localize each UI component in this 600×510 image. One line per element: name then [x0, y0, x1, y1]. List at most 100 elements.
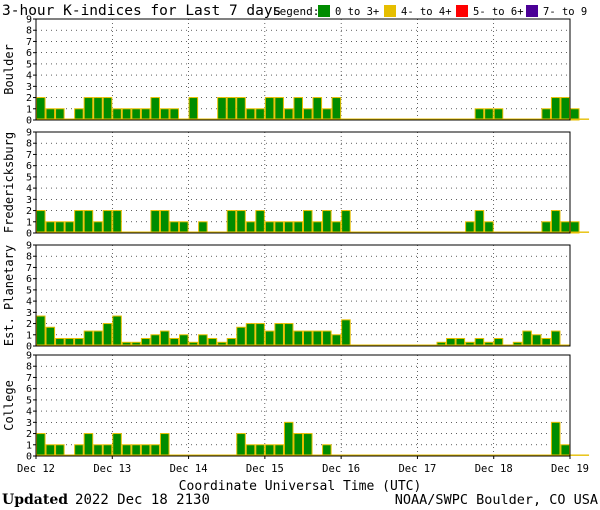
bar	[245, 221, 256, 234]
bar	[245, 444, 256, 457]
legend-label: Legend:	[273, 5, 319, 18]
bar	[264, 330, 275, 347]
bar	[112, 315, 122, 347]
bar	[312, 330, 323, 347]
bar	[45, 221, 56, 234]
bar	[493, 108, 504, 121]
bar	[541, 108, 551, 121]
bar	[331, 221, 342, 234]
bar	[36, 315, 46, 347]
bar	[121, 108, 132, 121]
bar	[484, 108, 494, 121]
bar	[312, 97, 323, 121]
y-tick-label: 5	[26, 395, 32, 406]
y-tick-label: 7	[26, 37, 32, 48]
bar	[150, 444, 160, 457]
bar	[274, 323, 284, 347]
bar	[83, 210, 94, 234]
y-tick-label: 4	[26, 71, 32, 82]
y-tick-label: 0	[26, 229, 32, 240]
bar	[55, 108, 65, 121]
bar	[293, 97, 304, 121]
bar	[322, 210, 332, 234]
chart-title: 3-hour K-indices for Last 7 days	[2, 3, 281, 19]
y-tick-label: 6	[26, 384, 32, 395]
y-tick-label: 7	[26, 373, 32, 384]
legend-swatch-2	[456, 5, 468, 17]
y-tick-label: 4	[26, 297, 32, 308]
x-tick-label: Dec 13	[93, 463, 131, 475]
y-tick-label: 6	[26, 48, 32, 59]
bar	[312, 221, 323, 234]
bar	[217, 97, 227, 121]
bar	[179, 221, 189, 234]
bar	[322, 444, 332, 457]
y-tick-label: 0	[26, 452, 32, 463]
bar	[93, 444, 103, 457]
panels: 0123456789Boulder0123456789Fredericksbur…	[2, 15, 590, 463]
bar	[188, 97, 199, 121]
updated-value: 2022 Dec 18 2130	[75, 492, 210, 508]
bar	[150, 97, 160, 121]
y-tick-label: 9	[26, 15, 32, 26]
y-tick-label: 3	[26, 308, 32, 319]
x-axis-label: Coordinate Universal Time (UTC)	[179, 479, 422, 494]
bar	[140, 444, 151, 457]
y-tick-label: 0	[26, 342, 32, 353]
y-tick-label: 0	[26, 116, 32, 127]
bar	[112, 108, 122, 121]
bar	[102, 97, 113, 121]
y-tick-label: 1	[26, 217, 32, 228]
bar	[93, 330, 103, 347]
bar	[236, 433, 246, 457]
panel-label: Boulder	[2, 44, 16, 95]
bar	[303, 330, 313, 347]
legend-entry-1: 4- to 4+	[401, 6, 452, 18]
bar	[83, 330, 94, 347]
bar	[36, 97, 46, 121]
bar	[570, 221, 580, 234]
bar	[331, 334, 342, 347]
y-tick-label: 8	[26, 139, 32, 150]
bar	[179, 334, 189, 347]
bar	[255, 108, 265, 121]
bar	[274, 444, 284, 457]
y-tick-label: 4	[26, 184, 32, 195]
bar	[255, 444, 265, 457]
bar	[226, 210, 237, 234]
panel-frame	[35, 354, 571, 457]
bar	[255, 210, 265, 234]
bar	[255, 323, 265, 347]
bar	[74, 444, 84, 457]
x-axis: Dec 12 Dec 13 Dec 14 Dec 15 Dec 16 Dec 17 Dec …	[17, 456, 589, 475]
bar	[560, 221, 571, 234]
x-tick-label: Dec 18	[475, 463, 513, 475]
bar	[560, 97, 571, 121]
y-tick-label: 5	[26, 172, 32, 183]
bar	[236, 210, 246, 234]
y-tick-label: 5	[26, 285, 32, 296]
y-tick-label: 2	[26, 93, 32, 104]
bar	[236, 326, 246, 347]
bar	[83, 433, 94, 457]
bar	[93, 97, 103, 121]
y-tick-label: 7	[26, 263, 32, 274]
y-tick-label: 2	[26, 429, 32, 440]
updated-label: Updated	[2, 492, 68, 508]
panel-frame	[35, 18, 571, 121]
y-tick-label: 3	[26, 195, 32, 206]
panel-label: College	[2, 380, 16, 431]
bar	[303, 433, 313, 457]
bar	[550, 97, 561, 121]
bar	[474, 108, 485, 121]
bar	[283, 108, 294, 121]
bar	[245, 108, 256, 121]
y-tick-label: 1	[26, 440, 32, 451]
bar	[283, 323, 294, 347]
bar	[93, 221, 103, 234]
bar	[102, 210, 113, 234]
y-tick-label: 3	[26, 418, 32, 429]
legend-entry-0: 0 to 3+	[335, 6, 379, 18]
